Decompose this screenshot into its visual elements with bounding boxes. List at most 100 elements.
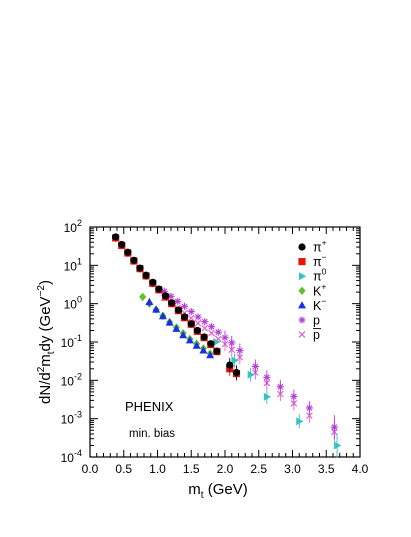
- data-point: [168, 299, 176, 307]
- data-point: [207, 340, 215, 348]
- y-tick-label: 100: [64, 295, 82, 312]
- legend-marker: [298, 258, 306, 266]
- legend-marker: [298, 286, 306, 295]
- data-point: [201, 324, 209, 332]
- data-point: [236, 346, 244, 355]
- legend-marker: [299, 272, 307, 281]
- legend-label: π−: [313, 252, 327, 269]
- x-axis-label: mt (GeV): [188, 481, 247, 501]
- x-tick-label: 1.5: [183, 462, 200, 476]
- data-point: [145, 297, 154, 306]
- data-point: [136, 264, 144, 272]
- data-point: [330, 423, 338, 431]
- x-tick-label: 3.0: [284, 462, 301, 476]
- data-point: [200, 333, 208, 341]
- data-point: [231, 356, 239, 365]
- data-point: [139, 292, 147, 302]
- data-points: [112, 233, 342, 458]
- legend-marker: [298, 301, 306, 309]
- legend-item: K+: [298, 281, 326, 298]
- data-point: [187, 308, 195, 316]
- data-point: [296, 417, 304, 426]
- data-point: [263, 373, 271, 381]
- data-point: [187, 320, 195, 328]
- data-point: [213, 338, 221, 346]
- data-point: [124, 248, 132, 256]
- data-point: [228, 339, 236, 347]
- data-point: [172, 324, 181, 332]
- data-point: [221, 334, 229, 342]
- data-point: [167, 292, 175, 300]
- legend-item: K−: [298, 296, 326, 313]
- data-point: [165, 318, 174, 326]
- data-point: [130, 256, 138, 264]
- y-tick-label: 10-3: [61, 410, 82, 427]
- series-1: [112, 233, 241, 381]
- x-tick-label: 0.5: [115, 462, 132, 476]
- x-tick-label: 0.0: [82, 462, 99, 476]
- legend-item: π0: [299, 267, 327, 284]
- data-point: [155, 285, 163, 293]
- data-point: [112, 233, 120, 241]
- series-0: [112, 233, 241, 380]
- data-point: [201, 318, 209, 326]
- data-point: [263, 392, 272, 401]
- legend-label: K+: [313, 281, 326, 298]
- y-tick-label: 102: [64, 218, 82, 235]
- legend-item: π−: [298, 252, 327, 269]
- axis-tick-labels: 0.0 0.5 1.0 1.5 2.0 2.5 3.0 3.5 4.0 102 101 100 10-1…: [61, 218, 369, 476]
- data-point: [251, 362, 259, 371]
- axis-ticks: [89, 226, 361, 458]
- data-point: [180, 302, 189, 310]
- data-point: [142, 271, 150, 279]
- y-tick-label: 10-2: [61, 371, 82, 388]
- series-2: [213, 338, 342, 458]
- legend-label: K−: [313, 296, 326, 313]
- legend-label: π+: [313, 238, 327, 255]
- data-point: [199, 346, 208, 354]
- data-point: [208, 329, 215, 337]
- data-point: [162, 292, 170, 300]
- series-5: [160, 287, 338, 440]
- data-point: [158, 312, 167, 320]
- legend-marker: [298, 316, 306, 324]
- data-point: [214, 328, 222, 336]
- annotation-min-bias: min. bias: [129, 428, 175, 440]
- data-point: [192, 341, 201, 349]
- data-point: [179, 331, 188, 339]
- y-axis-label: dN/d2mtdy (GeV−2): [36, 280, 57, 404]
- data-point: [194, 319, 202, 327]
- y-tick-label: 10-4: [61, 448, 82, 465]
- data-point: [226, 361, 234, 369]
- legend-marker: [298, 331, 306, 338]
- legend: π+π−π0K+K−pp: [298, 238, 327, 342]
- legend-label: π0: [313, 267, 327, 284]
- data-point: [232, 368, 241, 377]
- data-point: [174, 297, 182, 305]
- data-point: [206, 351, 215, 359]
- data-point: [152, 305, 161, 313]
- data-point: [334, 441, 342, 450]
- legend-label: p: [313, 314, 320, 328]
- x-tick-label: 4.0: [352, 462, 369, 476]
- x-tick-label: 2.0: [217, 462, 234, 476]
- data-point: [207, 323, 216, 331]
- x-tick-label: 2.5: [250, 462, 267, 476]
- legend-marker: [298, 243, 306, 251]
- data-point: [306, 412, 313, 419]
- legend-item: π+: [298, 238, 327, 255]
- data-point: [185, 336, 194, 344]
- series-4: [145, 297, 215, 359]
- data-point: [118, 240, 126, 249]
- data-point: [174, 306, 183, 314]
- legend-item: p: [298, 314, 320, 328]
- x-tick-label: 1.0: [149, 462, 166, 476]
- legend-item: p: [298, 328, 321, 342]
- annotation-phenix: PHENIX: [125, 399, 174, 414]
- y-tick-label: 10-1: [61, 333, 82, 350]
- y-tick-label: 101: [64, 256, 82, 273]
- data-point: [277, 390, 284, 398]
- x-tick-label: 3.5: [318, 462, 335, 476]
